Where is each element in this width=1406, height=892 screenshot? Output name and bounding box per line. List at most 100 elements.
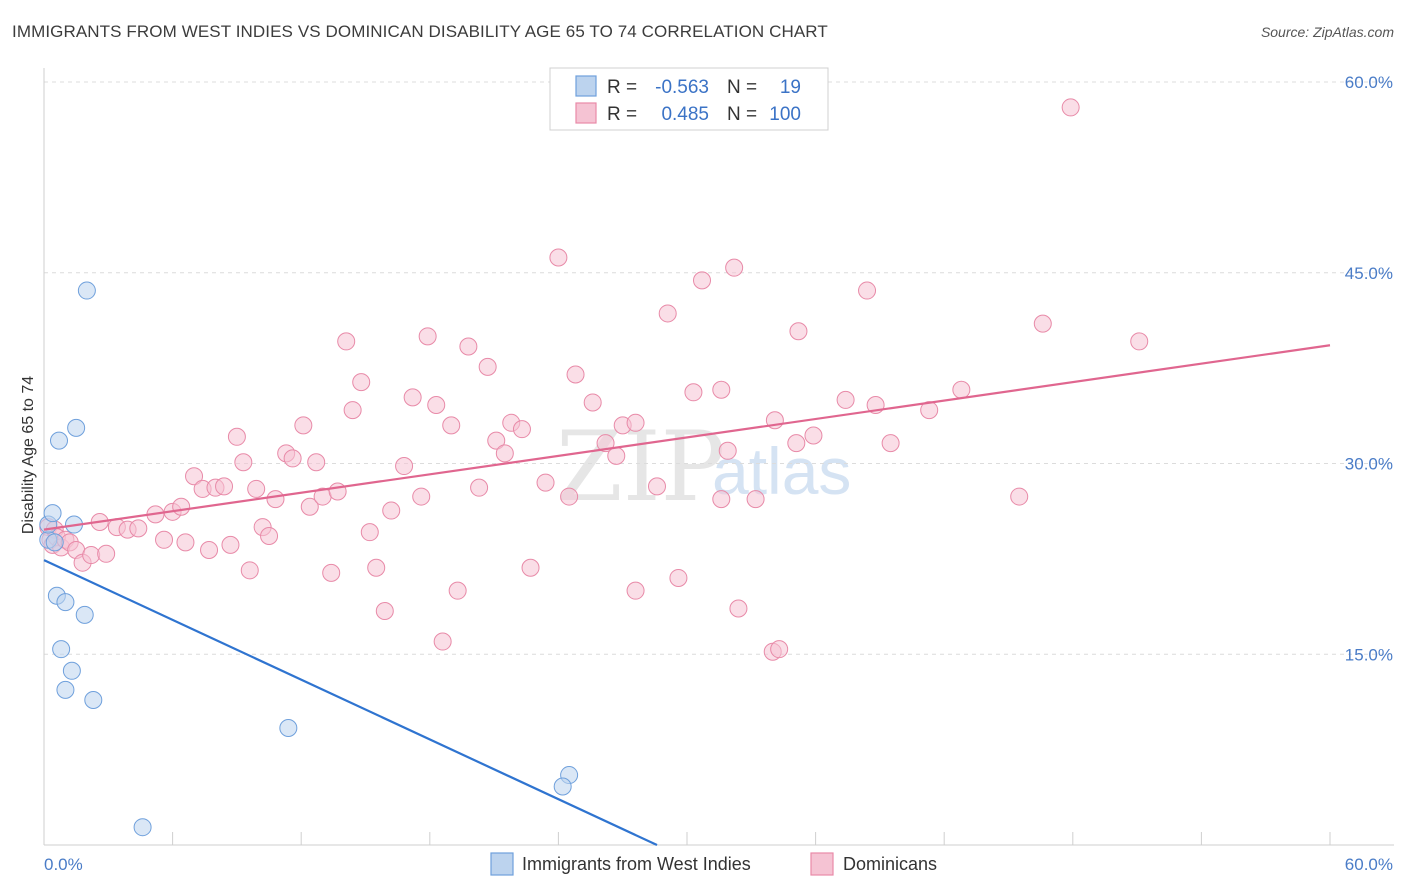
- west-indies-point: [45, 533, 64, 552]
- dominicans-point: [294, 416, 313, 435]
- west-indies-point: [56, 680, 75, 699]
- west-indies-trend-line: [43, 559, 658, 846]
- dominicans-point: [787, 434, 806, 453]
- legend-r-value-1: -0.563: [655, 77, 709, 98]
- legend-n-label-2: N =: [727, 104, 757, 125]
- dominicans-point: [322, 563, 341, 582]
- west-indies-point: [77, 281, 96, 300]
- dominicans-points: [39, 98, 1149, 661]
- bottom-legend-swatch-blue: [490, 852, 514, 876]
- dominicans-point: [328, 482, 347, 501]
- dominicans-point: [712, 490, 731, 509]
- series-legend: Immigrants from West Indies Dominicans: [490, 852, 937, 876]
- west-indies-point: [133, 818, 152, 837]
- dominicans-point: [227, 427, 246, 446]
- dominicans-point: [337, 332, 356, 351]
- dominicans-point: [82, 546, 101, 565]
- correlation-legend: R = -0.563 N = 19 R = 0.485 N = 100: [549, 67, 829, 131]
- y-tick-labels: 15.0% 30.0% 45.0% 60.0%: [1345, 73, 1393, 664]
- west-indies-point: [84, 691, 103, 710]
- dominicans-point: [360, 523, 379, 542]
- dominicans-point: [300, 497, 319, 516]
- dominicans-point: [240, 561, 259, 580]
- dominicans-point: [566, 365, 585, 384]
- y-tick-label-15: 15.0%: [1345, 645, 1393, 664]
- dominicans-point: [395, 457, 414, 476]
- dominicans-point: [200, 540, 219, 559]
- legend-swatch-blue: [575, 75, 597, 97]
- dominicans-point: [804, 426, 823, 445]
- dominicans-point: [521, 558, 540, 577]
- dominicans-point: [234, 453, 253, 472]
- dominicans-point: [626, 413, 645, 432]
- legend-n-value-2: 100: [769, 104, 801, 125]
- dominicans-point: [185, 467, 204, 486]
- dominicans-point: [221, 535, 240, 554]
- dominicans-point: [626, 581, 645, 600]
- west-indies-point: [553, 777, 572, 796]
- dominicans-point: [1061, 98, 1080, 117]
- dominicans-point: [470, 478, 489, 497]
- y-tick-label-60: 60.0%: [1345, 73, 1393, 92]
- dominicans-point: [155, 530, 174, 549]
- west-indies-point: [52, 640, 71, 659]
- dominicans-point: [487, 431, 506, 450]
- dominicans-point: [427, 396, 446, 415]
- trend-lines: [43, 344, 1331, 846]
- dominicans-point: [176, 533, 195, 552]
- west-indies-point: [75, 605, 94, 624]
- dominicans-point: [442, 416, 461, 435]
- dominicans-point: [693, 271, 712, 290]
- dominicans-trend-line: [43, 344, 1331, 531]
- dominicans-point: [459, 337, 478, 356]
- dominicans-point: [512, 420, 531, 439]
- dominicans-point: [746, 490, 765, 509]
- dominicans-point: [952, 380, 971, 399]
- dominicans-point: [367, 558, 386, 577]
- dominicans-point: [478, 357, 497, 376]
- watermark: ZIP atlas: [556, 411, 851, 523]
- west-indies-point: [279, 719, 298, 738]
- dominicans-point: [858, 281, 877, 300]
- dominicans-point: [283, 449, 302, 468]
- chart-title: IMMIGRANTS FROM WEST INDIES VS DOMINICAN…: [12, 22, 828, 41]
- west-indies-point: [50, 431, 69, 450]
- dominicans-point: [789, 322, 808, 341]
- dominicans-point: [560, 487, 579, 506]
- y-tick-label-45: 45.0%: [1345, 264, 1393, 283]
- dominicans-point: [836, 390, 855, 409]
- west-indies-points: [39, 281, 579, 837]
- dominicans-point: [412, 487, 431, 506]
- dominicans-point: [247, 479, 266, 498]
- dominicans-point: [607, 446, 626, 465]
- dominicans-point: [433, 632, 452, 651]
- west-indies-point: [62, 661, 81, 680]
- dominicans-point: [448, 581, 467, 600]
- dominicans-point: [725, 258, 744, 277]
- dominicans-point: [1010, 487, 1029, 506]
- legend-n-value-1: 19: [780, 77, 801, 98]
- dominicans-point: [1130, 332, 1149, 351]
- west-indies-point: [67, 418, 86, 437]
- west-indies-point: [56, 593, 75, 612]
- dominicans-point: [307, 453, 326, 472]
- legend-r-label-2: R =: [607, 104, 637, 125]
- legend-n-label-1: N =: [727, 77, 757, 98]
- dominicans-point: [215, 477, 234, 496]
- dominicans-point: [729, 599, 748, 618]
- dominicans-point: [129, 519, 148, 538]
- y-axis-label: Disability Age 65 to 74: [20, 376, 37, 534]
- dominicans-point: [669, 568, 688, 587]
- bottom-legend-label-west-indies: Immigrants from West Indies: [522, 854, 751, 874]
- dominicans-point: [647, 477, 666, 496]
- dominicans-point: [495, 444, 514, 463]
- dominicans-point: [718, 441, 737, 460]
- legend-r-value-2: 0.485: [661, 104, 709, 125]
- west-indies-point: [43, 504, 62, 523]
- x-tick-label-min: 0.0%: [44, 855, 83, 874]
- dominicans-point: [266, 490, 285, 509]
- dominicans-point: [260, 526, 279, 545]
- dominicans-point: [382, 501, 401, 520]
- dominicans-point: [418, 327, 437, 346]
